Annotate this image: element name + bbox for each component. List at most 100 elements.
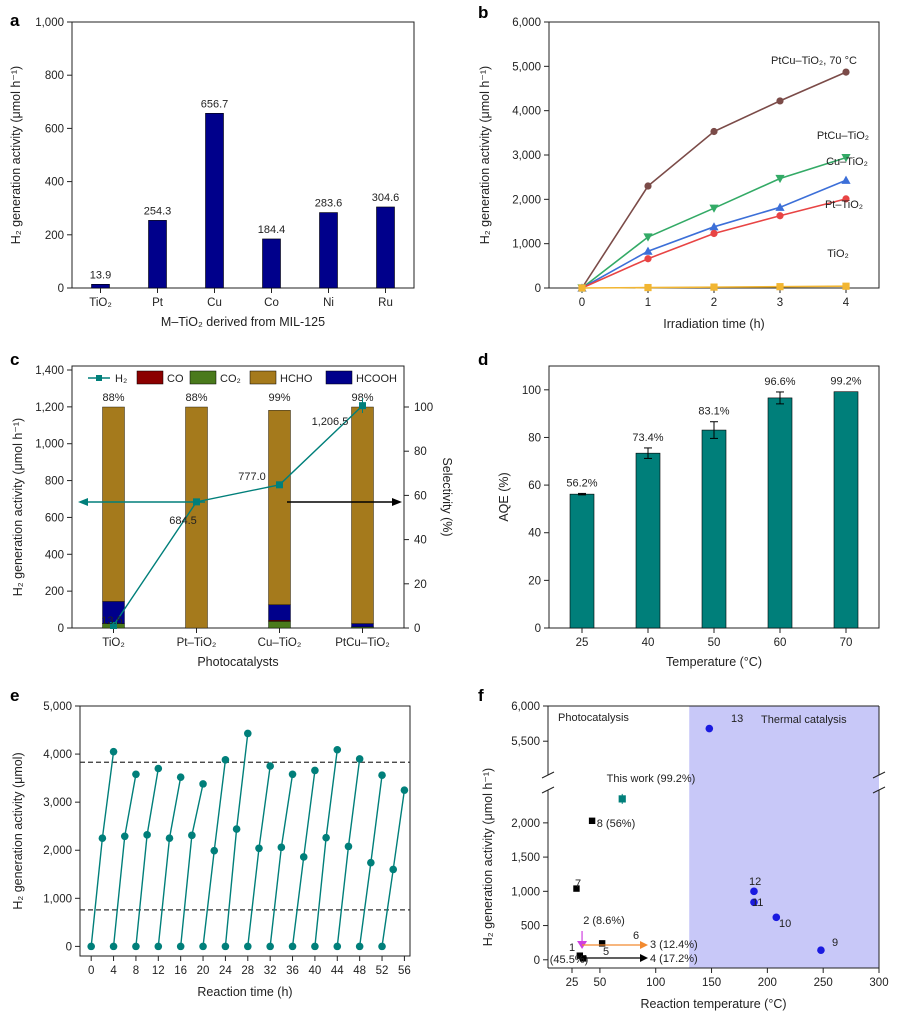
series-point xyxy=(709,204,719,213)
y-axis-tick-label: 0 xyxy=(58,283,64,295)
scatter-point-thermal xyxy=(705,724,714,733)
bar-value-label: 56.2% xyxy=(566,477,597,489)
cycle-point xyxy=(176,773,185,781)
cycle-point xyxy=(288,942,297,951)
cycle-point xyxy=(154,942,163,951)
cycle-point xyxy=(87,942,95,951)
series-point xyxy=(578,284,586,292)
scatter-point-photo xyxy=(598,940,606,947)
x-tick-label: 100 xyxy=(646,977,665,989)
arrow-label-2: 2 (8.6%) xyxy=(583,915,625,927)
cycle-point xyxy=(243,729,252,738)
x-tick-label: Co xyxy=(264,297,279,309)
bar xyxy=(767,397,793,629)
cycle-point xyxy=(120,832,129,841)
series-point xyxy=(643,233,653,242)
cycle-line xyxy=(224,733,249,947)
bar xyxy=(376,206,395,289)
cycle-point xyxy=(109,747,118,756)
x-tick-label: 60 xyxy=(774,637,787,649)
cycle-line xyxy=(336,758,361,947)
stack-segment xyxy=(268,410,291,605)
scatter-point-thermal xyxy=(750,898,758,907)
x-tick-label: 24 xyxy=(219,965,232,977)
h2-line xyxy=(112,405,363,626)
series-point xyxy=(710,229,718,238)
cycle-point xyxy=(132,770,140,779)
series-label: TiO₂ xyxy=(827,248,849,260)
scatter-point-thermal xyxy=(817,946,825,954)
y-axis-tick-label: 5,000 xyxy=(512,61,541,73)
cycle-point xyxy=(378,771,386,780)
selectivity-label: 88% xyxy=(102,392,124,404)
y-right-tick-label: 80 xyxy=(414,446,427,458)
y-axis-tick-label: 4,000 xyxy=(43,749,72,761)
y-axis-tick-label: 1,000 xyxy=(512,239,541,251)
y-axis-tick-label: 100 xyxy=(522,385,541,397)
x-tick-label: 1 xyxy=(645,297,651,309)
bar-value-label: 184.4 xyxy=(258,224,286,236)
bar xyxy=(833,391,859,629)
y-axis-left-tick-label: 600 xyxy=(45,512,64,524)
h2-point xyxy=(276,481,283,489)
cycle-point xyxy=(199,780,207,788)
cycle-point xyxy=(165,834,174,843)
y-axis-left-tick-label: 1,200 xyxy=(35,402,64,414)
h2-value-label: 13.5 xyxy=(101,615,122,627)
bar-value-label: 96.6% xyxy=(764,376,795,388)
cycle-point xyxy=(109,942,118,951)
scatter-point-label: 12 xyxy=(749,876,761,888)
bar-value-label: 304.6 xyxy=(372,192,400,204)
x-tick-label: 4 xyxy=(843,297,850,309)
cycle-point xyxy=(400,786,409,794)
cycle-point xyxy=(199,942,207,951)
y-axis-label: H₂ generation activity (μmol) xyxy=(11,752,25,909)
scatter-point-label: 7 xyxy=(575,878,581,890)
bar xyxy=(635,452,661,629)
bar xyxy=(319,212,338,289)
x-tick-label: 48 xyxy=(353,965,366,977)
cycle-point xyxy=(243,942,252,951)
series-point xyxy=(842,195,850,203)
series-point xyxy=(842,282,850,290)
cycle-point xyxy=(311,766,319,775)
x-tick-label: Cu xyxy=(207,297,222,309)
y-axis-left-tick-label: 200 xyxy=(45,586,64,598)
scatter-point-label: This work (99.2%) xyxy=(607,773,696,785)
x-tick-label: 56 xyxy=(398,965,411,977)
y-axis-lower-tick-label: 1,500 xyxy=(511,852,540,864)
panel-d-bar-chart: d 0 20 40 60 80 100 56.2% 25 73.4% 40 83.1% 50 96.6% 6… xyxy=(478,350,880,669)
y-axis-left-tick-label: 1,000 xyxy=(35,439,64,451)
series-point xyxy=(775,202,785,211)
series-point xyxy=(644,283,652,292)
y-axis-lower-tick-label: 0 xyxy=(534,955,540,967)
x-tick-label: 250 xyxy=(814,977,833,989)
cycle-point xyxy=(311,942,319,951)
panel-label-e: e xyxy=(10,686,19,705)
scatter-point-thermal xyxy=(750,887,758,896)
y-axis-label-right: Selectivity (%) xyxy=(440,457,454,536)
arrow-label-3: 3 (12.4%) xyxy=(650,939,698,951)
scatter-point-label: 1 xyxy=(569,942,575,954)
axis-break-mark xyxy=(541,786,555,794)
x-tick-label: 44 xyxy=(331,965,344,977)
x-tick-label: 25 xyxy=(576,637,589,649)
cycle-point xyxy=(232,825,241,833)
y-right-tick-label: 60 xyxy=(414,490,427,502)
y-axis-tick-label: 40 xyxy=(528,528,541,540)
scatter-point-label: 10 xyxy=(779,918,791,930)
cycle-point xyxy=(389,865,398,874)
y-right-tick-label: 20 xyxy=(414,579,427,591)
cycle-point xyxy=(333,942,342,951)
cycle-point xyxy=(378,942,386,951)
y-axis-lower-tick-label: 500 xyxy=(521,921,540,933)
cycle-point xyxy=(98,834,107,843)
plot-frame xyxy=(71,365,405,629)
cycle-point xyxy=(154,764,163,773)
cycle-point xyxy=(221,942,230,951)
series-point xyxy=(776,212,784,220)
series-point xyxy=(710,127,718,136)
legend-label: HCOOH xyxy=(356,373,397,385)
